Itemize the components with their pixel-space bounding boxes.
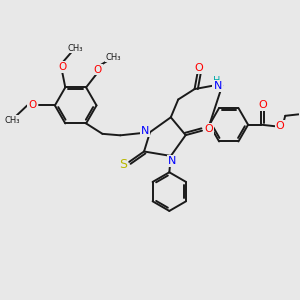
Text: O: O bbox=[194, 63, 203, 73]
Text: N: N bbox=[214, 81, 223, 91]
Text: O: O bbox=[28, 100, 36, 110]
Text: O: O bbox=[94, 64, 102, 75]
Text: CH₃: CH₃ bbox=[4, 116, 20, 125]
Text: N: N bbox=[140, 126, 149, 136]
Text: S: S bbox=[119, 158, 127, 171]
Text: O: O bbox=[275, 121, 284, 131]
Text: H: H bbox=[213, 76, 220, 86]
Text: O: O bbox=[204, 124, 213, 134]
Text: O: O bbox=[259, 100, 267, 110]
Text: O: O bbox=[58, 62, 66, 72]
Text: CH₃: CH₃ bbox=[105, 52, 121, 62]
Text: N: N bbox=[167, 156, 176, 166]
Text: CH₃: CH₃ bbox=[68, 44, 83, 53]
